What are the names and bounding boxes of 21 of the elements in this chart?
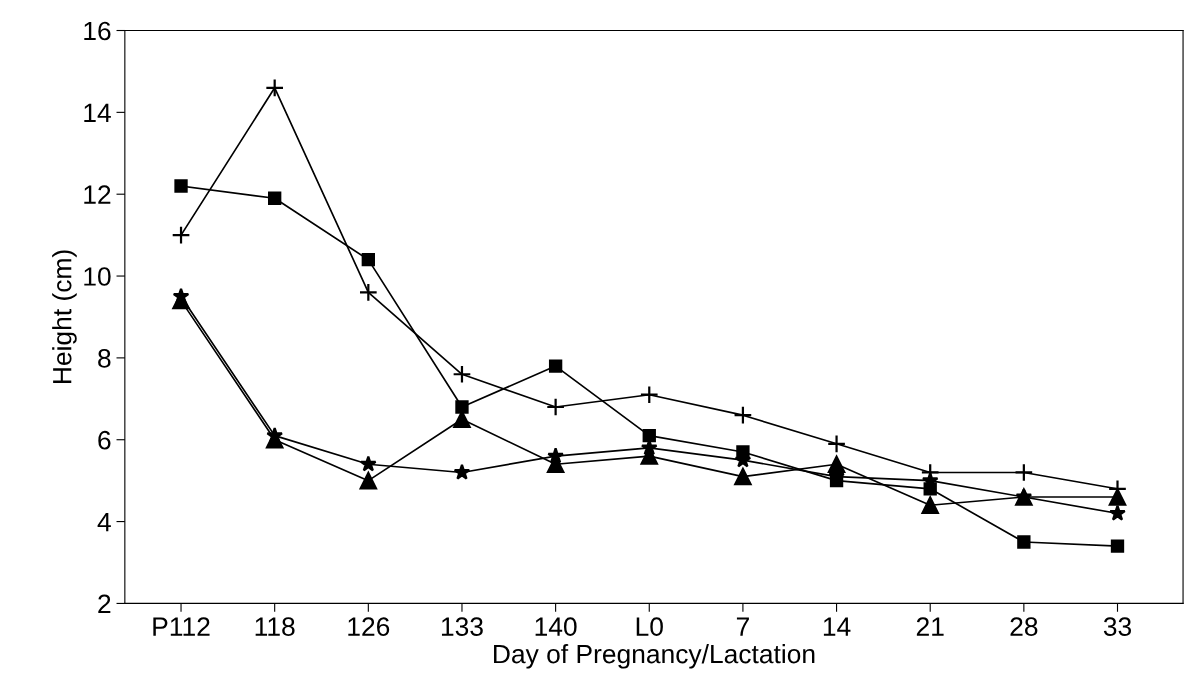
x-tick-label: 118 bbox=[255, 617, 295, 636]
y-tick-label: 6 bbox=[98, 430, 111, 450]
x-tick-label: 7 bbox=[736, 617, 749, 636]
y-tick-label: 8 bbox=[98, 349, 111, 368]
x-tick-label: L0 bbox=[636, 617, 663, 636]
x-tick-label: 28 bbox=[1010, 617, 1038, 636]
x-tick-label: 133 bbox=[441, 617, 483, 636]
y-tick-label: 10 bbox=[84, 267, 111, 286]
y-tick-label: 12 bbox=[84, 185, 111, 204]
y-tick-label: 2 bbox=[98, 594, 111, 613]
x-tick-label: 33 bbox=[1103, 617, 1132, 636]
x-tick-label: 140 bbox=[535, 617, 577, 636]
x-tick-label: 21 bbox=[916, 617, 944, 636]
x-tick-label: P112 bbox=[153, 617, 210, 636]
y-tick-label: 4 bbox=[97, 512, 111, 532]
x-tick-label: 14 bbox=[823, 617, 851, 636]
y-tick-label: 14 bbox=[84, 103, 111, 122]
x-axis-title: Day of Pregnancy/Lactation bbox=[494, 643, 815, 669]
y-axis-title: Height (cm) bbox=[52, 250, 77, 383]
y-tick-label: 16 bbox=[84, 21, 111, 41]
x-tick-label: 126 bbox=[348, 617, 390, 636]
